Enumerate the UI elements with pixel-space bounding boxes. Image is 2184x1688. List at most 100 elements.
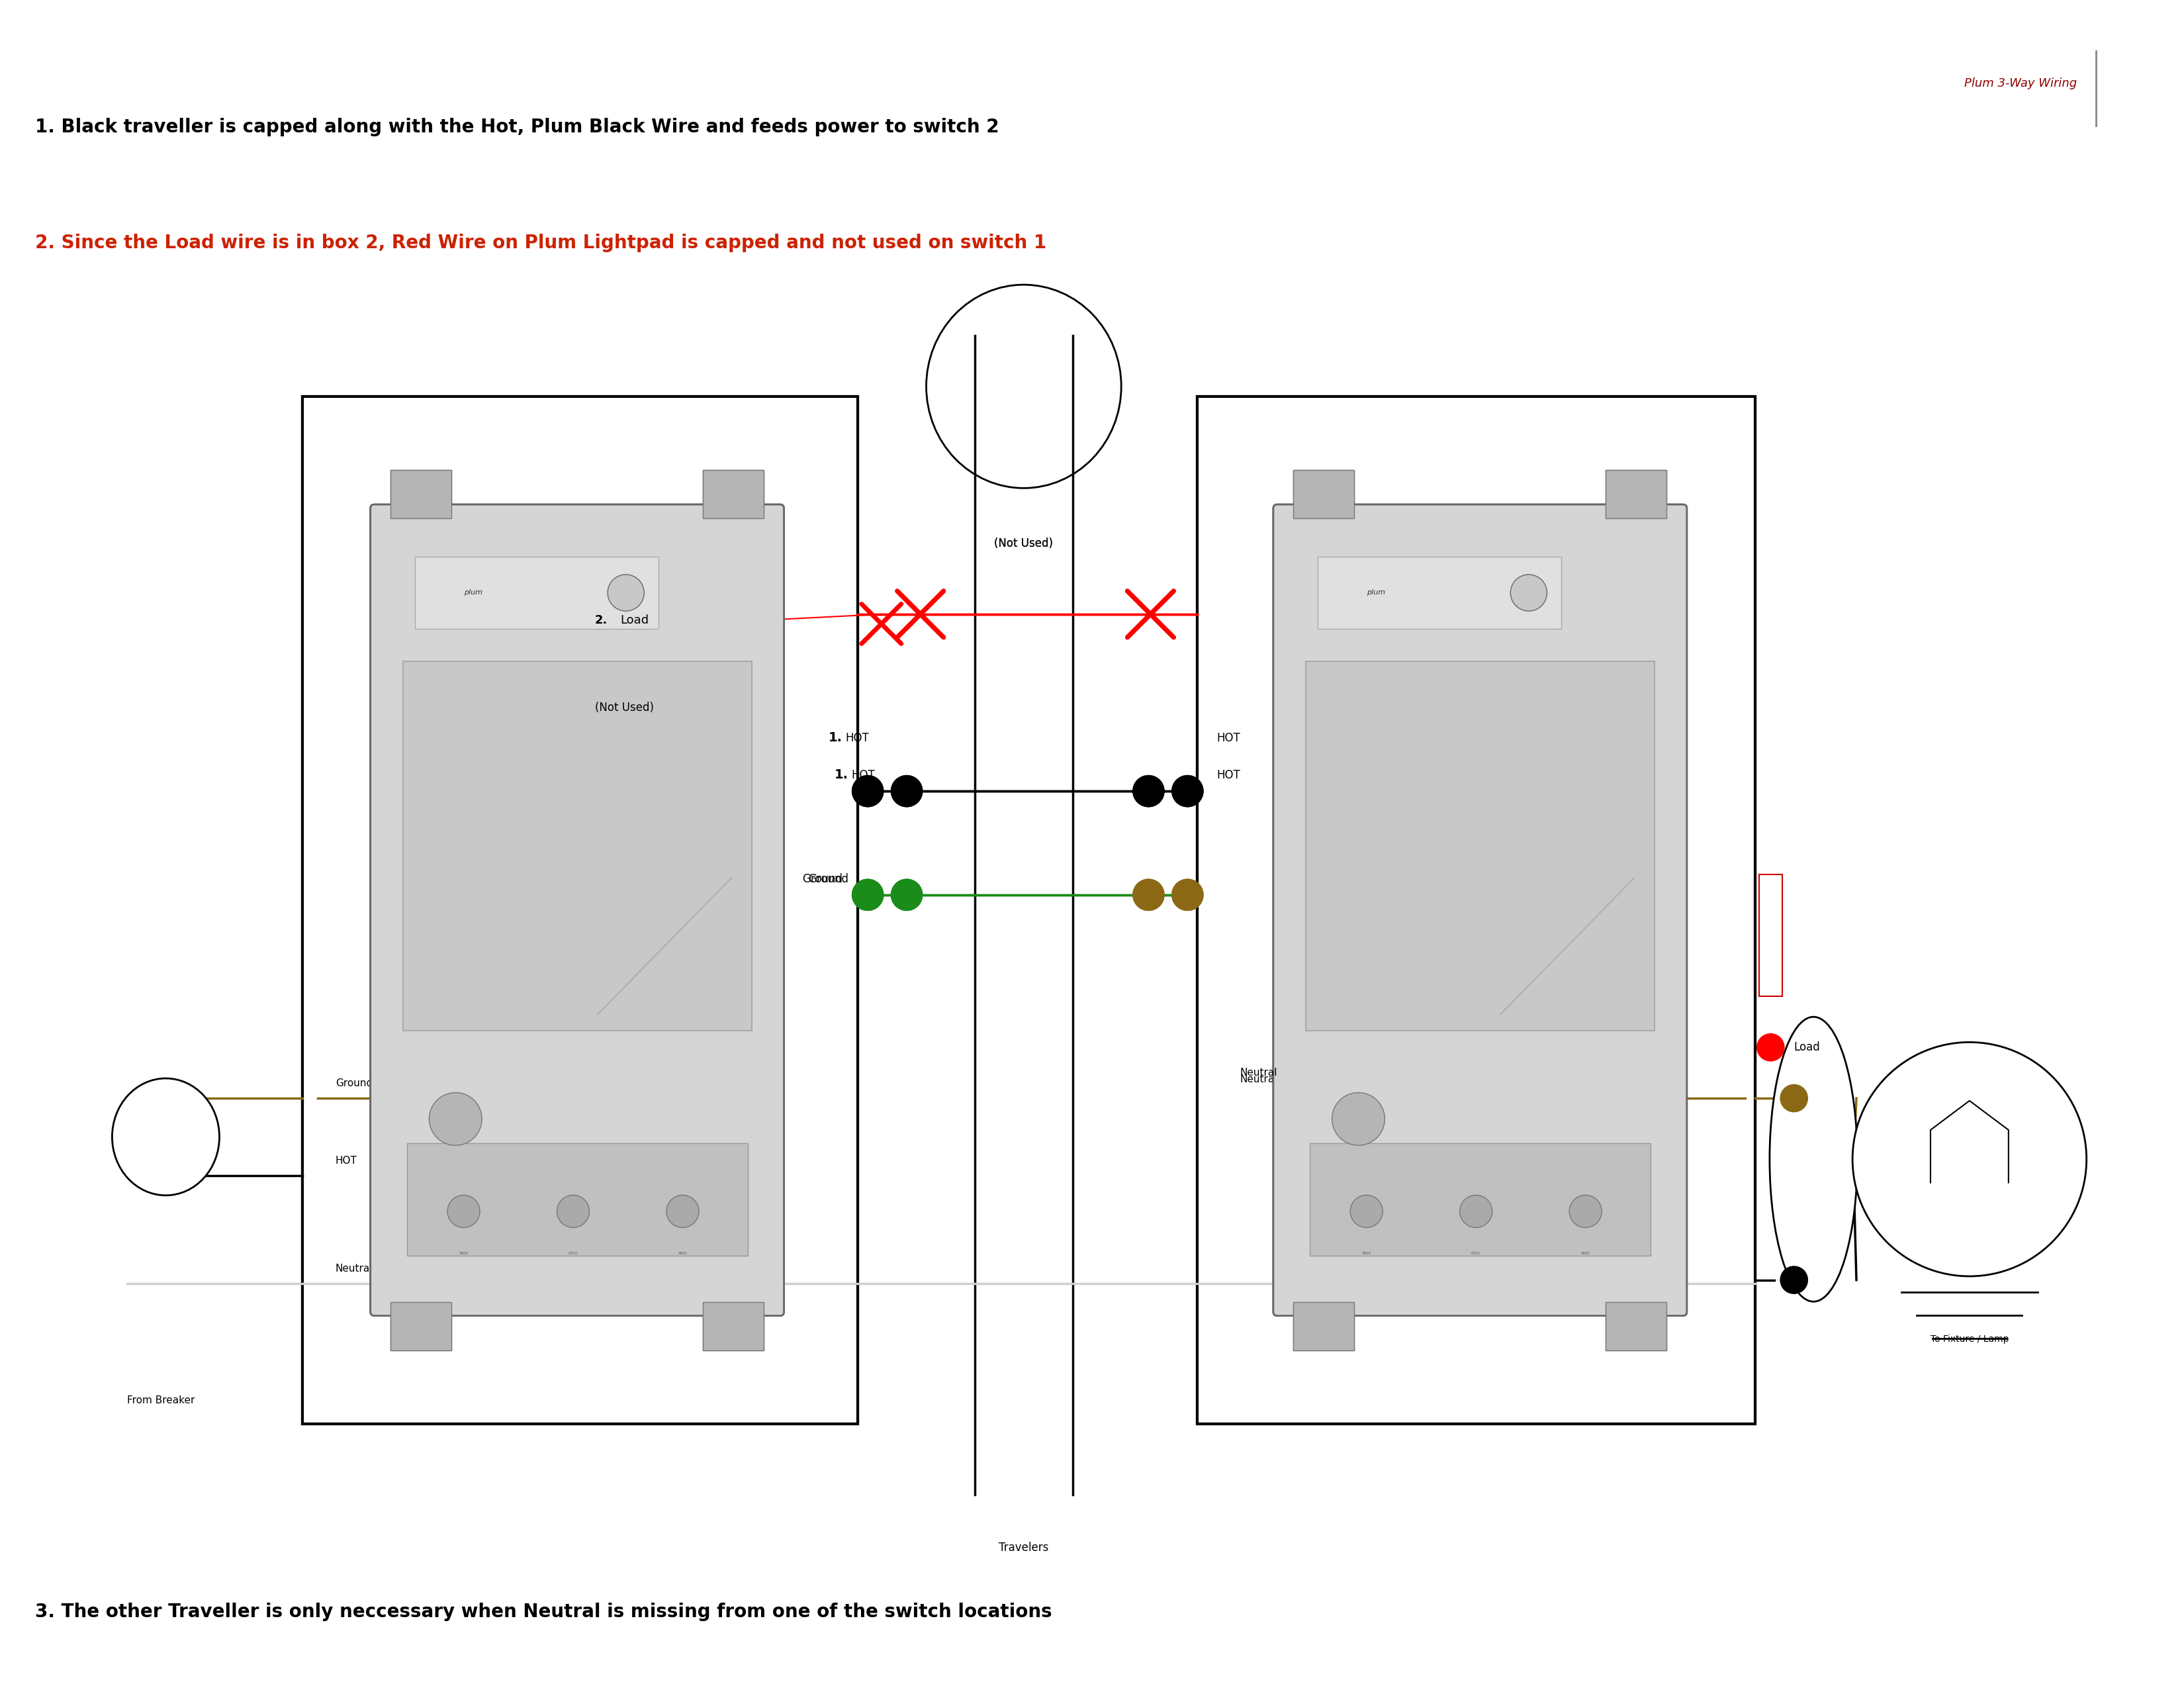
Circle shape xyxy=(1393,1269,1420,1296)
Text: 1.: 1. xyxy=(828,731,843,744)
Circle shape xyxy=(1173,879,1203,910)
Text: G01C: G01C xyxy=(1472,1251,1481,1254)
Text: G01C: G01C xyxy=(568,1251,579,1254)
Circle shape xyxy=(891,879,922,910)
Text: plum: plum xyxy=(1367,589,1385,596)
Bar xyxy=(301,397,858,1423)
Circle shape xyxy=(1511,574,1546,611)
Circle shape xyxy=(1570,1195,1601,1227)
Circle shape xyxy=(1332,1092,1385,1146)
Bar xyxy=(1310,1143,1651,1256)
Text: To Fixture / Lamp: To Fixture / Lamp xyxy=(1931,1335,2009,1344)
Circle shape xyxy=(1459,1195,1492,1227)
Text: 2.: 2. xyxy=(594,614,607,626)
Text: Ground: Ground xyxy=(802,873,843,885)
Circle shape xyxy=(1570,1195,1601,1227)
Bar xyxy=(1310,1143,1651,1256)
Text: 2. Since the Load wire is in box 2, Red Wire on Plum Lightpad is capped and not : 2. Since the Load wire is in box 2, Red … xyxy=(35,235,1046,253)
Text: HOT: HOT xyxy=(1216,770,1241,782)
Circle shape xyxy=(448,1195,480,1227)
Bar xyxy=(703,1301,764,1350)
Circle shape xyxy=(852,879,882,910)
Bar xyxy=(1197,397,1756,1423)
Circle shape xyxy=(557,1195,590,1227)
Circle shape xyxy=(607,574,644,611)
Circle shape xyxy=(1133,775,1164,807)
Text: (Not Used): (Not Used) xyxy=(994,537,1053,549)
Ellipse shape xyxy=(926,285,1120,488)
Text: Neutral: Neutral xyxy=(1241,1074,1278,1084)
Bar xyxy=(703,1301,764,1350)
Bar xyxy=(391,469,452,518)
Bar xyxy=(415,557,657,630)
Circle shape xyxy=(505,1269,533,1296)
Text: plum: plum xyxy=(1367,589,1385,596)
Text: 400V: 400V xyxy=(1363,1251,1372,1254)
Ellipse shape xyxy=(1769,1016,1856,1301)
Bar xyxy=(703,469,764,518)
Text: HOT: HOT xyxy=(1216,733,1241,744)
Bar xyxy=(391,469,452,518)
Text: (Not Used): (Not Used) xyxy=(594,702,653,714)
Bar xyxy=(391,1301,452,1350)
FancyBboxPatch shape xyxy=(371,505,784,1315)
Text: G01C: G01C xyxy=(568,1251,579,1254)
Circle shape xyxy=(1133,879,1164,910)
Text: 400C: 400C xyxy=(1581,1251,1590,1254)
Bar xyxy=(1306,662,1655,1031)
Bar xyxy=(402,662,751,1031)
Bar xyxy=(1293,469,1354,518)
Bar xyxy=(391,1301,452,1350)
Text: 2.: 2. xyxy=(590,614,603,628)
Text: 400V: 400V xyxy=(459,1251,467,1254)
Text: 3. The other Traveller is only neccessary when Neutral is missing from one of th: 3. The other Traveller is only neccessar… xyxy=(35,1602,1053,1620)
Bar xyxy=(703,469,764,518)
Circle shape xyxy=(1426,1269,1452,1296)
Circle shape xyxy=(1511,574,1546,611)
Bar xyxy=(1293,1301,1354,1350)
Bar xyxy=(1605,469,1666,518)
Text: (Not Used): (Not Used) xyxy=(994,537,1053,549)
Circle shape xyxy=(1852,1041,2086,1276)
Text: 400C: 400C xyxy=(677,1251,688,1254)
Text: HOT: HOT xyxy=(845,733,869,744)
Bar xyxy=(1197,397,1756,1423)
FancyBboxPatch shape xyxy=(371,505,784,1315)
Text: plum: plum xyxy=(463,589,483,596)
FancyBboxPatch shape xyxy=(1273,505,1686,1315)
Circle shape xyxy=(1780,1266,1808,1293)
Bar xyxy=(1317,557,1562,630)
Text: plum: plum xyxy=(463,589,483,596)
Text: Load: Load xyxy=(620,614,649,626)
Circle shape xyxy=(852,879,882,910)
Bar xyxy=(1605,1301,1666,1350)
Text: 400C: 400C xyxy=(677,1251,688,1254)
Text: 1.: 1. xyxy=(834,768,847,782)
Circle shape xyxy=(1133,775,1164,807)
Text: Neutral: Neutral xyxy=(1241,1069,1278,1079)
Circle shape xyxy=(1350,1195,1382,1227)
Text: Load: Load xyxy=(620,614,649,628)
Circle shape xyxy=(666,1195,699,1227)
Circle shape xyxy=(448,1195,480,1227)
Circle shape xyxy=(666,1195,699,1227)
Bar xyxy=(415,557,657,630)
Circle shape xyxy=(572,1269,598,1296)
Text: HOT: HOT xyxy=(852,770,876,782)
Text: From Breaker: From Breaker xyxy=(127,1396,194,1404)
Circle shape xyxy=(852,775,882,807)
Bar xyxy=(406,1143,747,1256)
Circle shape xyxy=(1173,775,1203,807)
Circle shape xyxy=(607,574,644,611)
Text: (Not Used): (Not Used) xyxy=(594,702,653,714)
Text: 400V: 400V xyxy=(459,1251,467,1254)
Circle shape xyxy=(891,879,922,910)
Circle shape xyxy=(428,1092,483,1146)
Text: Load: Load xyxy=(1793,1041,1819,1053)
Circle shape xyxy=(891,775,922,807)
Text: 400V: 400V xyxy=(1363,1251,1372,1254)
Circle shape xyxy=(1350,1195,1382,1227)
Bar xyxy=(1605,469,1666,518)
Text: G01C: G01C xyxy=(1472,1251,1481,1254)
Text: 400C: 400C xyxy=(1581,1251,1590,1254)
